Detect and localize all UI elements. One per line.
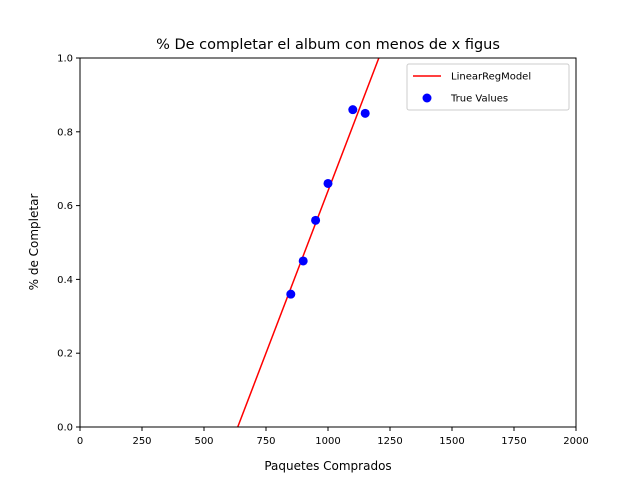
legend-entry: LinearRegModel [413,72,531,83]
series-line-linearregmodel [237,58,380,427]
legend: LinearRegModel True Values [406,63,570,111]
x-axis-label: Paquetes Comprados [264,459,391,473]
plot-area [79,57,577,428]
x-tick-label: 1000 [315,436,340,447]
x-tick-label: 1250 [377,436,402,447]
y-axis-label: % de Completar [27,194,41,291]
legend-label: True Values [450,94,508,105]
x-tick-label: 250 [132,436,151,447]
y-tick-label: 0.4 [57,275,73,286]
y-tick-label: 0.8 [57,127,73,138]
data-point [298,256,308,266]
x-tick-label: 0 [77,436,83,447]
y-tick-label: 0.0 [57,423,73,434]
x-axis: 0 250 500 750 1000 1250 1500 1750 2000 [77,427,589,447]
data-layer [237,58,380,427]
x-tick-label: 500 [194,436,213,447]
data-point [348,105,358,115]
y-axis: 0.0 0.2 0.4 0.6 0.8 1.0 [57,54,80,434]
x-tick-label: 1500 [439,436,464,447]
legend-box [406,63,570,111]
y-tick-label: 1.0 [57,54,73,65]
x-tick-label: 2000 [563,436,588,447]
legend-marker-swatch [422,93,432,103]
y-tick-label: 0.6 [57,201,73,212]
chart-title: % De completar el album con menos de x f… [156,37,500,53]
data-point [311,215,321,225]
plot-frame [79,57,577,428]
x-tick-label: 1750 [501,436,526,447]
x-tick-label: 750 [256,436,275,447]
legend-label: LinearRegModel [451,72,531,83]
data-point [286,289,296,299]
data-point [360,108,370,118]
data-point [323,178,333,188]
y-tick-label: 0.2 [57,349,73,360]
legend-entry: True Values [422,93,508,105]
